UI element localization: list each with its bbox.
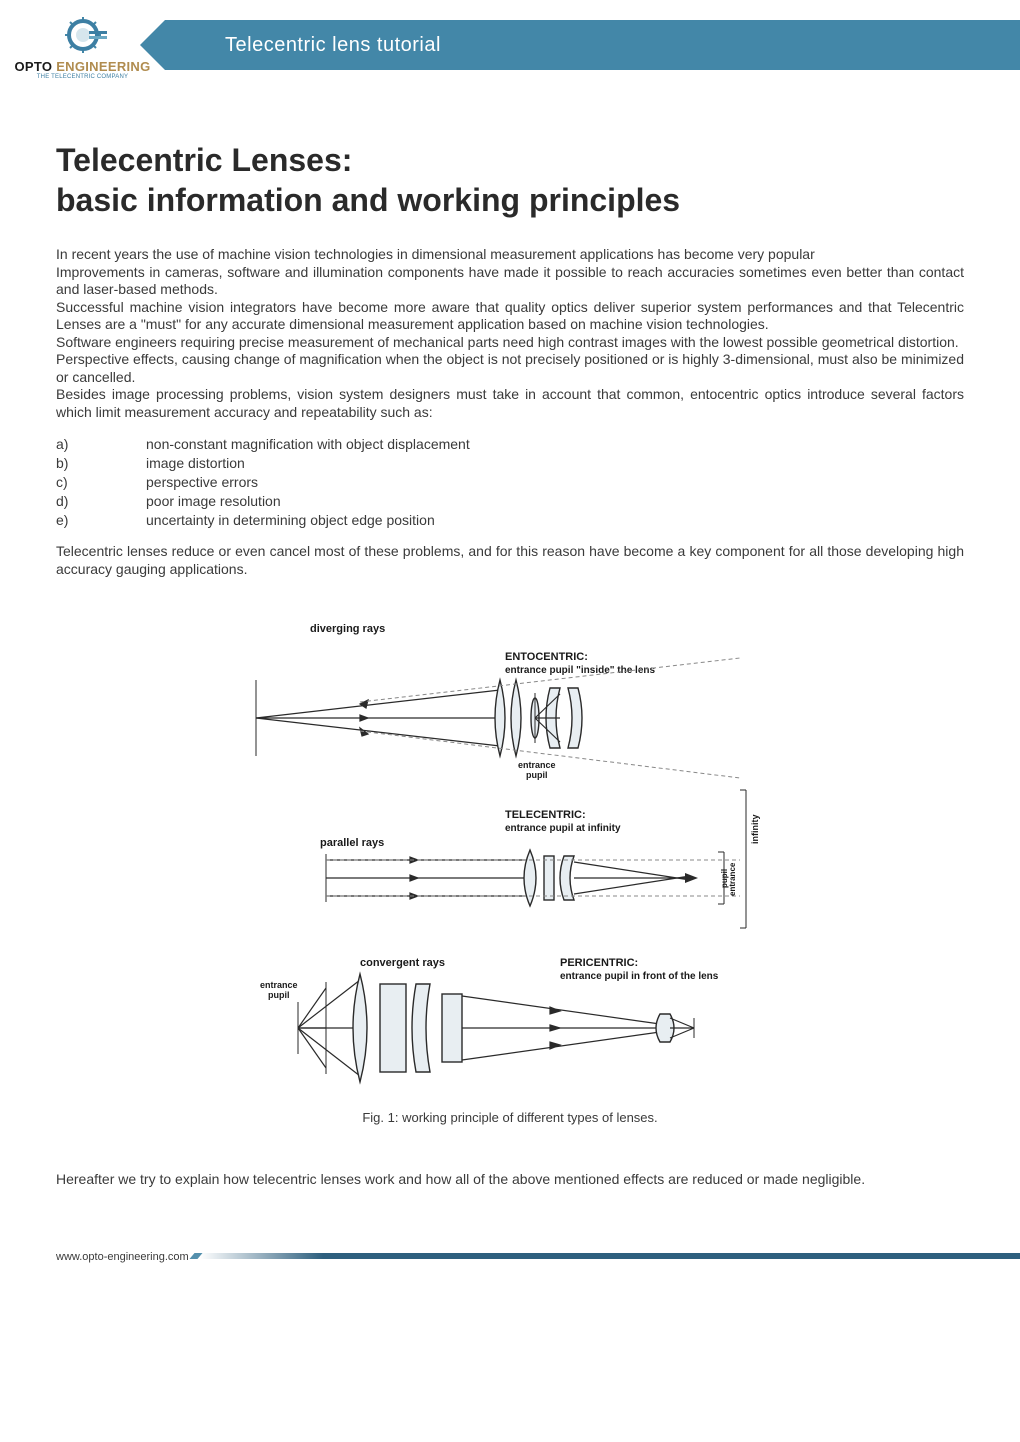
- list-item: a)non-constant magnification with object…: [56, 435, 964, 454]
- svg-text:pupil: pupil: [268, 990, 290, 1000]
- issues-list: a)non-constant magnification with object…: [56, 435, 964, 529]
- label-infinity: infinity: [750, 815, 760, 845]
- content: Telecentric Lenses: basic information an…: [0, 90, 1020, 1217]
- list-item: d)poor image resolution: [56, 492, 964, 511]
- logo-text: OPTO ENGINEERING: [14, 59, 150, 74]
- figure-caption: Fig. 1: working principle of different t…: [230, 1110, 790, 1125]
- header: OPTO ENGINEERING THE TELECENTRIC COMPANY…: [0, 0, 1020, 90]
- list-item: e)uncertainty in determining object edge…: [56, 511, 964, 530]
- svg-text:pupil: pupil: [526, 770, 548, 780]
- footer-divider: [200, 1253, 1020, 1259]
- list-item: b)image distortion: [56, 454, 964, 473]
- label-entrance-pupil-3: entrance: [260, 980, 298, 990]
- title-band: Telecentric lens tutorial: [165, 20, 1020, 70]
- label-parallel: parallel rays: [320, 837, 384, 849]
- footer: www.opto-engineering.com: [0, 1217, 1020, 1277]
- lens-diagram: diverging rays ENTOCENTRIC: entrance pup…: [230, 618, 790, 1088]
- label-peri-title: PERICENTRIC:: [560, 957, 638, 969]
- label-ento-title: ENTOCENTRIC:: [505, 651, 588, 663]
- label-tele-title: TELECENTRIC:: [505, 809, 586, 821]
- label-entrance-pupil-2: entrance: [728, 863, 737, 897]
- page-title: Telecentric Lenses: basic information an…: [56, 140, 964, 220]
- closing-paragraph: Hereafter we try to explain how telecent…: [56, 1171, 964, 1187]
- label-diverging: diverging rays: [310, 623, 385, 635]
- band-title: Telecentric lens tutorial: [225, 34, 441, 57]
- figure-1: diverging rays ENTOCENTRIC: entrance pup…: [230, 618, 790, 1125]
- label-convergent: convergent rays: [360, 957, 445, 969]
- logo-subtitle: THE TELECENTRIC COMPANY: [37, 74, 128, 80]
- label-tele-sub: entrance pupil at infinity: [505, 823, 621, 834]
- label-entrance-pupil-1: entrance: [518, 760, 556, 770]
- footer-url: www.opto-engineering.com: [56, 1251, 189, 1263]
- label-peri-sub: entrance pupil in front of the lens: [560, 971, 719, 982]
- list-item: c)perspective errors: [56, 473, 964, 492]
- svg-text:pupil: pupil: [720, 869, 729, 888]
- paragraph-2: Telecentric lenses reduce or even cancel…: [56, 543, 964, 578]
- intro-paragraph: In recent years the use of machine visio…: [56, 246, 964, 421]
- logo-gear-icon: [59, 11, 107, 59]
